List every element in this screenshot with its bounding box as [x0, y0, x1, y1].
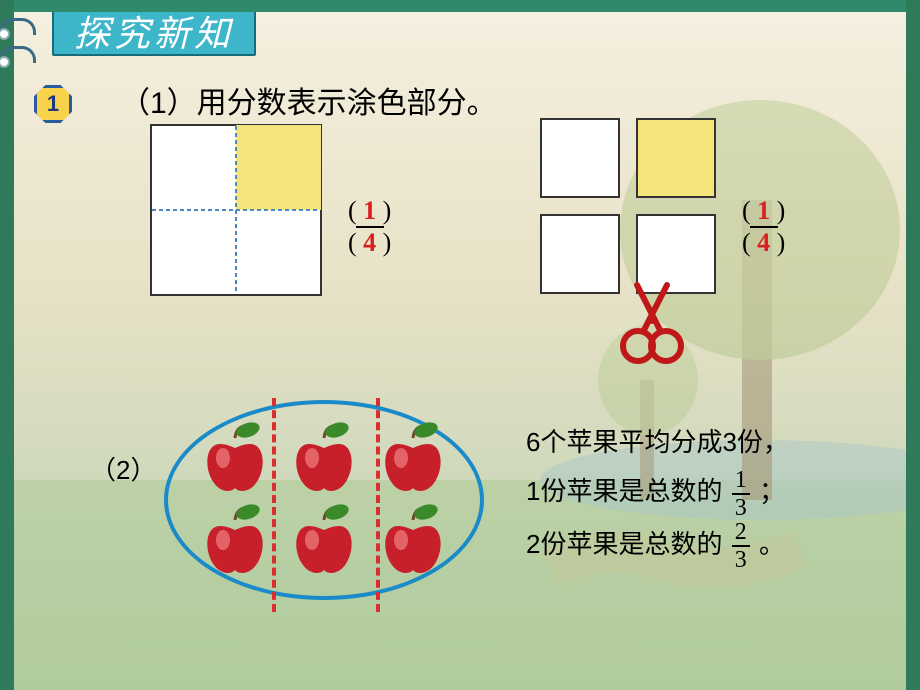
notebook-spiral	[0, 18, 34, 74]
apple-icon	[378, 420, 448, 494]
question2-label: （2）	[90, 450, 156, 487]
fracB-den: 4	[757, 228, 770, 257]
apple-icon	[200, 420, 270, 494]
question1-label: （1）用分数表示涂色部分。	[120, 78, 497, 122]
q2-frac2: 23	[732, 520, 750, 572]
fracB-num: 1	[757, 196, 770, 225]
q2-line3a: 2份苹果是总数的	[526, 529, 722, 559]
apple-item	[200, 420, 270, 499]
fracA-num: 1	[363, 196, 376, 225]
apple-item	[289, 502, 359, 581]
apple-item	[378, 420, 448, 499]
divider-1	[272, 398, 276, 612]
q2-line1: 6个苹果平均分成3份，	[526, 427, 789, 457]
scissors-icon	[612, 280, 692, 370]
diagram-a	[150, 124, 322, 296]
fraction-b: 1 4	[736, 198, 791, 256]
apple-item	[289, 420, 359, 499]
apple-icon	[289, 420, 359, 494]
q2-line3b: 。	[759, 529, 785, 559]
apple-icon	[289, 502, 359, 576]
apple-item	[378, 502, 448, 581]
apple-item	[200, 502, 270, 581]
apple-icon	[200, 502, 270, 576]
diagB-cell-1	[636, 118, 716, 198]
apple-oval	[164, 400, 484, 600]
frame-left	[0, 0, 14, 690]
q2-line2b: ；	[759, 476, 785, 506]
diagB-cell-2	[540, 214, 620, 294]
fracA-den: 4	[363, 228, 376, 257]
frame-right	[906, 0, 920, 690]
fraction-a: 1 4	[342, 198, 397, 256]
diagB-cell-0	[540, 118, 620, 198]
divider-2	[376, 398, 380, 612]
q2-frac1: 13	[732, 468, 750, 520]
header-title: 探究新知	[74, 5, 234, 57]
apple-icon	[378, 502, 448, 576]
frame-top	[0, 0, 920, 12]
badge-number: 1	[47, 91, 59, 117]
q2-line2a: 1份苹果是总数的	[526, 476, 722, 506]
diagram-b	[540, 118, 716, 294]
question2-text: 6个苹果平均分成3份， 1份苹果是总数的 13 ； 2份苹果是总数的 23 。	[526, 418, 789, 572]
header-tab: 探究新知	[52, 6, 256, 56]
